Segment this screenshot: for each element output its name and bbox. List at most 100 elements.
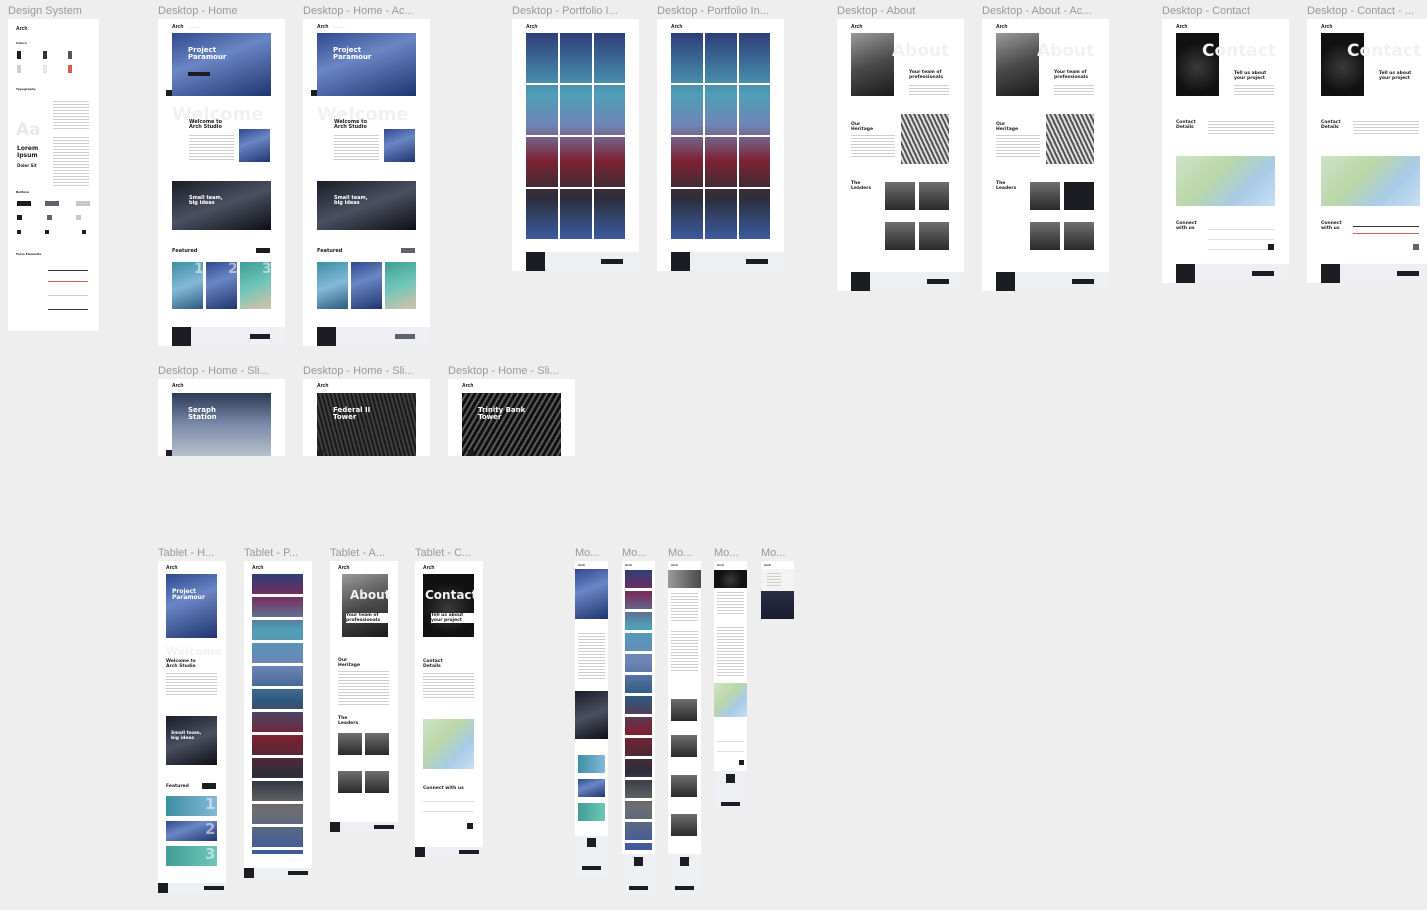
slider-pager[interactable] xyxy=(317,450,323,456)
featured-card-2[interactable] xyxy=(351,262,382,309)
frame-label-design-system[interactable]: Design System xyxy=(8,5,82,17)
form-field-line[interactable] xyxy=(48,270,88,271)
slider-2-frame[interactable]: Arch Federal II Tower xyxy=(303,379,430,456)
featured-card-3[interactable] xyxy=(240,262,271,309)
form-field-line[interactable] xyxy=(1353,233,1419,234)
map[interactable] xyxy=(1176,156,1275,206)
tablet-home-frame[interactable]: Arch Project Paramour Welcome Welcome to… xyxy=(158,561,226,894)
footer-logo[interactable] xyxy=(587,838,596,847)
footer-cta-button[interactable] xyxy=(374,825,394,829)
map[interactable] xyxy=(1321,156,1420,206)
frame-label-mobile-5[interactable]: Mo... xyxy=(761,547,786,559)
footer-cta-button[interactable] xyxy=(288,871,308,875)
frame-label-desktop-home[interactable]: Desktop - Home xyxy=(158,5,238,17)
submit-button[interactable] xyxy=(739,760,744,765)
slider-3-frame[interactable]: Arch Trinity Bank Tower xyxy=(448,379,575,456)
nav-links[interactable]: — — — xyxy=(188,25,201,29)
featured-card-3[interactable] xyxy=(385,262,416,309)
button-sample[interactable] xyxy=(17,201,31,206)
frame-label-tablet-contact[interactable]: Tablet - C... xyxy=(415,547,472,559)
form-field-line[interactable] xyxy=(423,811,474,812)
footer-cta-button[interactable] xyxy=(250,334,270,339)
footer-cta-button[interactable] xyxy=(601,259,623,264)
featured-card-1[interactable] xyxy=(172,262,203,309)
mobile-1-frame[interactable]: Arch xyxy=(575,561,608,878)
see-all-button[interactable] xyxy=(401,248,415,253)
slider-1-frame[interactable]: Arch Seraph Station xyxy=(158,379,285,456)
frame-label-tablet-home[interactable]: Tablet - H... xyxy=(158,547,215,559)
frame-label-desktop-contact-2[interactable]: Desktop - Contact - ... xyxy=(1307,5,1414,17)
button-sample[interactable] xyxy=(17,230,21,234)
frame-label-tablet-portfolio[interactable]: Tablet - P... xyxy=(244,547,299,559)
frame-label-desktop-portfolio-2[interactable]: Desktop - Portfolio In... xyxy=(657,5,769,17)
desktop-home-active-frame[interactable]: Arch — — — Project Paramour Welcome Welc… xyxy=(303,19,430,346)
button-sample[interactable] xyxy=(76,201,90,206)
form-field-line[interactable] xyxy=(1208,239,1274,240)
button-sample[interactable] xyxy=(82,230,86,234)
form-field-line[interactable] xyxy=(717,741,744,742)
desktop-portfolio-frame[interactable]: Arch xyxy=(512,19,639,271)
portfolio-list[interactable] xyxy=(625,570,652,850)
tablet-contact-frame[interactable]: Arch Contact Tell us about your project … xyxy=(415,561,483,857)
tablet-portfolio-frame[interactable]: Arch xyxy=(244,561,312,879)
mobile-2-frame[interactable]: Arch xyxy=(622,561,655,894)
frame-label-slider-3[interactable]: Desktop - Home - Sli... xyxy=(448,365,559,377)
footer-logo[interactable] xyxy=(330,822,340,832)
footer-cta-button[interactable] xyxy=(1397,271,1419,276)
form-field-line[interactable] xyxy=(1208,229,1274,230)
desktop-portfolio-2-frame[interactable]: Arch xyxy=(657,19,784,271)
frame-label-desktop-contact[interactable]: Desktop - Contact xyxy=(1162,5,1251,17)
button-sample[interactable] xyxy=(76,215,81,220)
footer-cta-button[interactable] xyxy=(204,886,224,890)
footer-cta-button[interactable] xyxy=(459,850,479,854)
footer-logo[interactable] xyxy=(244,868,254,878)
footer-cta-button[interactable] xyxy=(675,886,694,890)
submit-button[interactable] xyxy=(1413,244,1419,250)
footer-cta-button[interactable] xyxy=(629,886,648,890)
see-all-button[interactable] xyxy=(256,248,270,253)
desktop-contact-2-frame[interactable]: Arch Contact Tell us about your project … xyxy=(1307,19,1427,283)
featured-card-1[interactable] xyxy=(166,796,217,816)
footer-logo[interactable] xyxy=(1321,264,1340,283)
form-field-line[interactable] xyxy=(423,801,474,802)
featured-card-3[interactable] xyxy=(166,846,217,866)
desktop-about-active-frame[interactable]: Arch About Your team of professionals Ou… xyxy=(982,19,1109,291)
footer-logo[interactable] xyxy=(634,857,643,866)
footer-cta-button[interactable] xyxy=(582,866,601,870)
button-sample[interactable] xyxy=(47,215,52,220)
footer-logo[interactable] xyxy=(671,252,690,271)
footer-logo[interactable] xyxy=(996,272,1015,291)
frame-label-slider-1[interactable]: Desktop - Home - Sli... xyxy=(158,365,269,377)
mobile-menu-items[interactable] xyxy=(767,573,781,587)
portfolio-list[interactable] xyxy=(252,574,303,854)
slider-pager[interactable] xyxy=(166,90,172,96)
footer-logo[interactable] xyxy=(172,327,191,346)
button-sample[interactable] xyxy=(45,201,59,206)
featured-card-2[interactable] xyxy=(206,262,237,309)
frame-label-desktop-about-active[interactable]: Desktop - About - Ac... xyxy=(982,5,1092,17)
form-field-line[interactable] xyxy=(1353,226,1419,227)
frame-label-tablet-about[interactable]: Tablet - A... xyxy=(330,547,386,559)
footer-logo[interactable] xyxy=(158,883,168,893)
footer-cta-button[interactable] xyxy=(395,334,415,339)
frame-label-mobile-3[interactable]: Mo... xyxy=(668,547,693,559)
see-portfolio-button[interactable] xyxy=(188,72,210,76)
frame-label-desktop-home-active[interactable]: Desktop - Home - Ac... xyxy=(303,5,414,17)
design-system-frame[interactable]: Arch Colors Typography Aa Lorem Ipsum Do… xyxy=(8,19,99,331)
desktop-about-frame[interactable]: Arch About Your team of professionals Ou… xyxy=(837,19,964,291)
footer-cta-button[interactable] xyxy=(927,279,949,284)
submit-button[interactable] xyxy=(1268,244,1274,250)
map[interactable] xyxy=(714,683,747,717)
footer-cta-button[interactable] xyxy=(1252,271,1274,276)
footer-cta-button[interactable] xyxy=(746,259,768,264)
button-sample[interactable] xyxy=(45,230,49,234)
mobile-4-frame[interactable]: Arch xyxy=(714,561,747,809)
featured-card-2[interactable] xyxy=(166,821,217,841)
frame-label-desktop-about[interactable]: Desktop - About xyxy=(837,5,916,17)
footer-logo[interactable] xyxy=(680,857,689,866)
footer-logo[interactable] xyxy=(851,272,870,291)
desktop-home-frame[interactable]: Arch — — — Project Paramour Welcome Welc… xyxy=(158,19,285,346)
form-field-line[interactable] xyxy=(717,751,744,752)
slider-pager[interactable] xyxy=(311,90,317,96)
footer-logo[interactable] xyxy=(415,847,425,857)
